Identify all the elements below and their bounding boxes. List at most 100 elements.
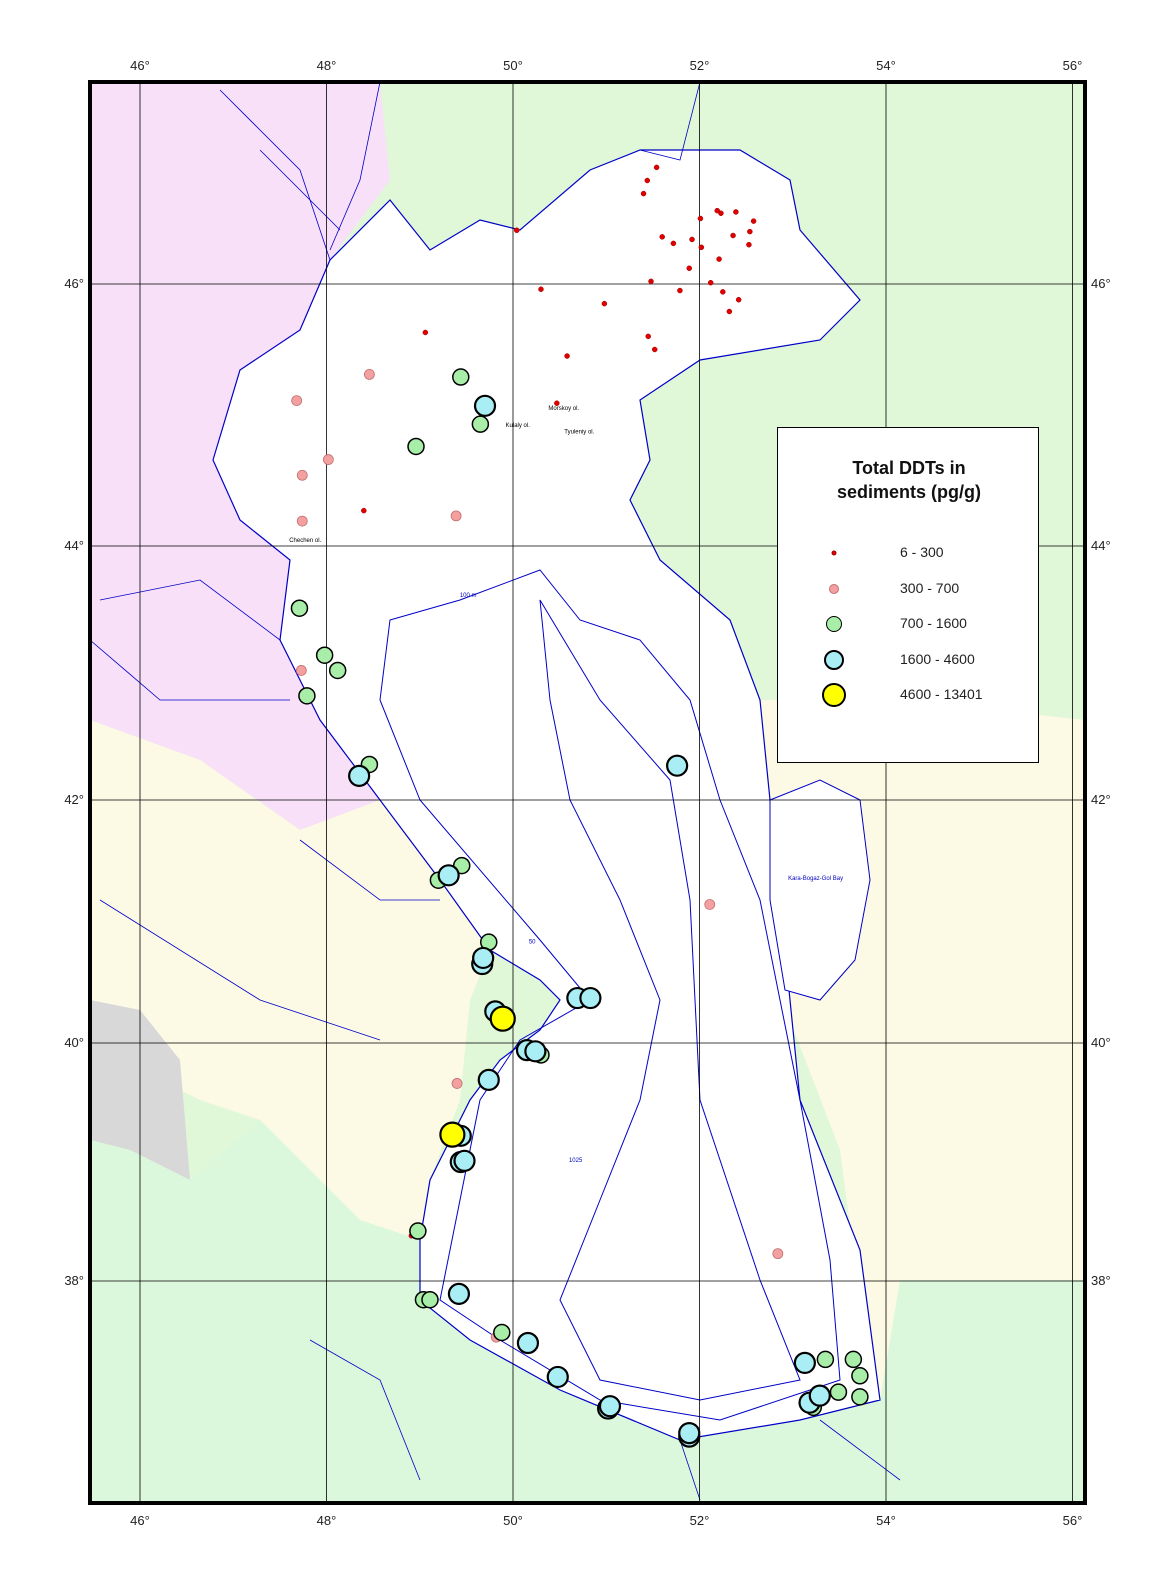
- sample-point: [489, 1005, 516, 1032]
- volga-delta-rivers: [90, 82, 901, 1501]
- longitude-tick-label: 46°: [130, 1513, 150, 1528]
- sample-point: [714, 207, 720, 214]
- land-azerbaijan: [90, 720, 490, 1240]
- sample-point: [716, 256, 722, 262]
- sample-point: [686, 265, 692, 272]
- land-iran: [90, 1120, 1085, 1503]
- sample-points: [290, 164, 869, 1448]
- sample-point: [477, 1068, 500, 1091]
- sample-point: [730, 232, 736, 239]
- isobath-inner: [539, 599, 801, 1401]
- legend-symbol-icon: [826, 616, 842, 632]
- latitude-tick-label: 40°: [1091, 1035, 1111, 1050]
- latitude-tick-label: 44°: [64, 538, 84, 553]
- place-label: Kulaly ol.: [506, 423, 531, 429]
- sample-point: [666, 754, 689, 777]
- sample-point: [659, 234, 665, 240]
- legend-label: 300 - 700: [900, 579, 960, 596]
- legend: Total DDTs in sediments (pg/g) 6 - 300 30…: [777, 427, 1039, 763]
- map-base: [90, 82, 1085, 1503]
- place-label: Morskoy ol.: [548, 406, 579, 412]
- legend-entry: 1600 - 4600: [778, 645, 1040, 675]
- sample-point: [453, 1149, 476, 1172]
- sample-point: [513, 227, 520, 234]
- graticule: [90, 82, 1085, 1503]
- sample-point: [315, 646, 334, 664]
- latitude-tick-label: 42°: [1091, 792, 1111, 807]
- sample-point: [296, 515, 308, 527]
- sample-point: [296, 469, 308, 481]
- legend-symbol-icon: [829, 583, 839, 594]
- sample-point: [421, 1290, 439, 1309]
- sample-point: [746, 241, 752, 248]
- sample-point: [735, 296, 742, 303]
- sample-point: [851, 1367, 869, 1385]
- longitude-tick-label: 54°: [876, 58, 896, 73]
- sample-point: [640, 190, 647, 197]
- sample-point: [793, 1351, 816, 1375]
- legend-entry: 300 - 700: [778, 574, 1040, 604]
- longitude-tick-label: 48°: [317, 58, 337, 73]
- place-label: 100 m: [460, 593, 477, 599]
- sample-point: [851, 1388, 869, 1406]
- latitude-tick-label: 38°: [64, 1273, 84, 1288]
- sample-point: [601, 300, 608, 307]
- sample-point: [452, 368, 470, 386]
- sample-point: [409, 1222, 427, 1240]
- sample-point: [291, 395, 303, 406]
- sample-point: [670, 240, 677, 247]
- place-label: Tyuleniy ol.: [564, 429, 594, 435]
- sample-point: [516, 1331, 540, 1355]
- sample-point: [471, 415, 490, 433]
- latitude-tick-label: 42°: [64, 792, 84, 807]
- map-frame: [88, 80, 1087, 1505]
- sample-point: [524, 1040, 547, 1063]
- sample-point: [651, 346, 658, 353]
- legend-entry: 700 - 1600: [778, 609, 1040, 639]
- longitude-tick-label: 54°: [876, 1513, 896, 1528]
- latitude-tick-label: 38°: [1091, 1273, 1111, 1288]
- caspian-sea: [212, 149, 881, 1441]
- legend-symbol-icon: [831, 550, 837, 556]
- longitude-tick-label: 52°: [690, 1513, 710, 1528]
- sample-point: [295, 665, 307, 676]
- sample-point: [290, 599, 309, 617]
- sample-point: [322, 454, 334, 465]
- sample-point: [644, 177, 651, 184]
- sample-point: [653, 164, 660, 171]
- sample-point: [472, 946, 495, 970]
- sample-point: [422, 329, 429, 336]
- sample-point: [407, 437, 425, 456]
- land-russia: [90, 82, 390, 830]
- legend-symbol-icon: [824, 649, 844, 670]
- sample-point: [718, 210, 724, 217]
- sample-point: [844, 1350, 863, 1369]
- axis-ticks: 46° 46° 48° 48° 50° 50° 52° 52° 54° 54° 56° 56° 46° 4…: [64, 58, 1110, 1528]
- legend-symbol-icon: [822, 683, 846, 707]
- sample-point: [808, 1384, 831, 1407]
- sample-point: [697, 215, 704, 222]
- sample-point: [451, 1078, 463, 1089]
- longitude-tick-label: 46°: [130, 58, 150, 73]
- sample-point: [689, 236, 695, 243]
- sample-point: [554, 400, 560, 406]
- sample-point: [473, 394, 497, 417]
- longitude-tick-label: 56°: [1063, 58, 1083, 73]
- sample-point: [447, 1282, 471, 1305]
- latitude-tick-label: 46°: [1091, 276, 1111, 291]
- legend-title: Total DDTs in sediments (pg/g): [836, 458, 981, 502]
- sample-point: [328, 661, 347, 680]
- sample-point: [704, 899, 716, 910]
- sample-point: [750, 218, 757, 224]
- sample-point: [720, 289, 726, 295]
- sample-point: [538, 286, 544, 292]
- sample-point: [361, 507, 367, 514]
- sample-point: [772, 1248, 784, 1260]
- legend-entry: 4600 - 13401: [778, 680, 1040, 710]
- sample-point: [450, 510, 462, 522]
- sample-point: [493, 1323, 511, 1342]
- place-label: Chechen ol.: [289, 538, 321, 544]
- legend-entry: 6 - 300: [778, 538, 1040, 568]
- legend-label: 6 - 300: [900, 544, 944, 560]
